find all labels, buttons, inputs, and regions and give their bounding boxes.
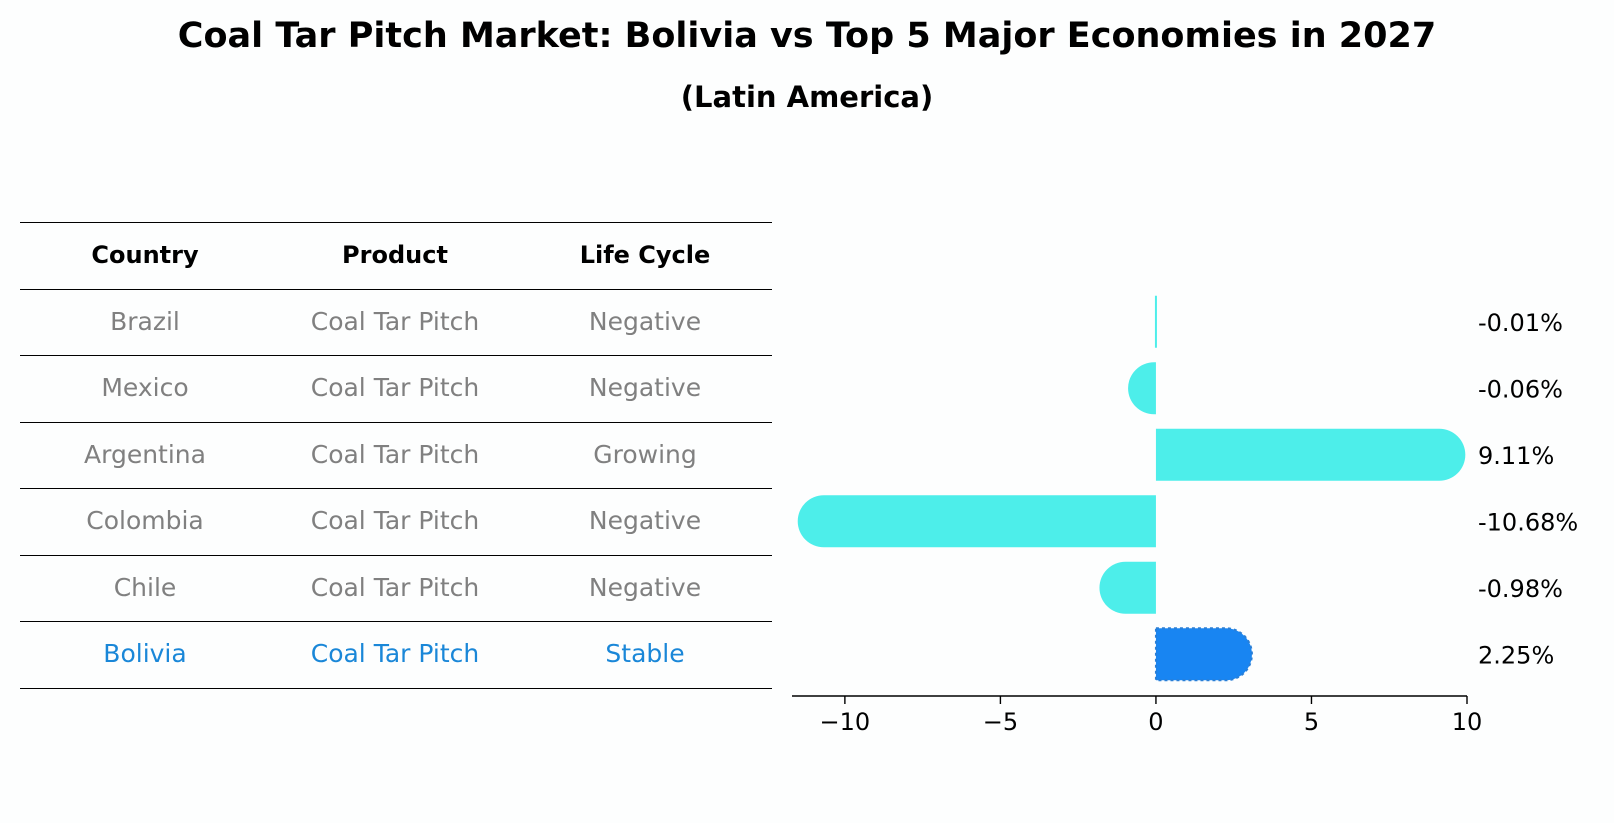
table-cell: Coal Tar Pitch	[310, 572, 480, 602]
table-rule	[20, 355, 772, 356]
value-label: -0.06%	[1478, 375, 1563, 403]
x-tick-label: 5	[1304, 708, 1319, 736]
chart-title: Coal Tar Pitch Market: Bolivia vs Top 5 …	[177, 16, 1437, 56]
table-rule	[20, 687, 772, 689]
bar-colombia	[797, 495, 1156, 548]
table-cell: Stable	[605, 639, 685, 669]
table-cell: Chile	[113, 572, 177, 602]
table-cell: Bolivia	[103, 639, 187, 669]
table-cell: Growing	[593, 439, 697, 469]
chart-subtitle: (Latin America)	[680, 80, 934, 114]
value-label: -10.68%	[1478, 508, 1578, 536]
table-cell: Coal Tar Pitch	[310, 306, 480, 336]
table-cell: Mexico	[101, 373, 189, 403]
table-cell: Negative	[588, 306, 702, 336]
table-rule	[20, 288, 772, 290]
value-label: 9.11%	[1478, 442, 1554, 470]
x-tick-label: 0	[1148, 708, 1163, 736]
table-cell: Negative	[588, 506, 702, 536]
bar-mexico	[1128, 362, 1156, 415]
x-tick-label: 10	[1452, 708, 1483, 736]
table-rule	[20, 488, 772, 489]
table-cell: Coal Tar Pitch	[310, 373, 480, 403]
x-tick-label: −10	[820, 708, 871, 736]
value-label: -0.01%	[1478, 309, 1563, 337]
value-label: -0.98%	[1478, 575, 1563, 603]
bar-brazil	[1154, 295, 1157, 348]
table-header-cell: Product	[342, 241, 448, 270]
table-cell: Coal Tar Pitch	[310, 506, 480, 536]
table-cell: Brazil	[110, 306, 180, 336]
table-cell: Colombia	[86, 506, 204, 536]
table-cell: Negative	[588, 373, 702, 403]
x-tick-label: −5	[983, 708, 1018, 736]
table-cell: Negative	[588, 572, 702, 602]
table-cell: Argentina	[84, 439, 206, 469]
table-header-cell: Country	[91, 241, 199, 270]
value-label: 2.25%	[1478, 641, 1554, 669]
table-header-cell: Life Cycle	[579, 241, 711, 270]
table-cell: Coal Tar Pitch	[310, 639, 480, 669]
table-rule	[20, 621, 772, 622]
table-rule	[20, 222, 772, 223]
bar-chile	[1099, 561, 1156, 614]
table-rule	[20, 554, 772, 556]
table-rule	[20, 421, 772, 423]
table-cell: Coal Tar Pitch	[310, 439, 480, 469]
bar-argentina	[1155, 428, 1466, 481]
bar-bolivia	[1154, 627, 1253, 682]
